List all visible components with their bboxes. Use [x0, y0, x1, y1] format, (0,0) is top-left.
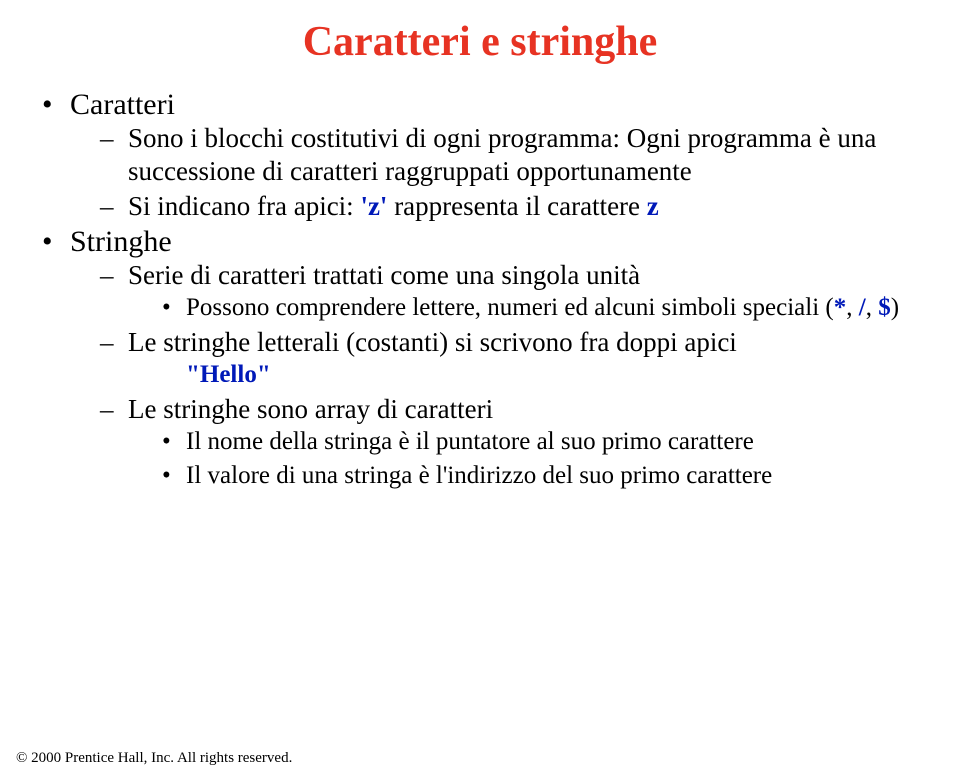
bullet-list: Caratteri Sono i blocchi costitutivi di …: [42, 88, 918, 492]
sub-item: Le stringhe sono array di caratteri Il n…: [100, 393, 918, 492]
code-literal: "Hello": [186, 361, 271, 388]
sub-sub-item: "Hello": [162, 359, 918, 391]
bullet-label: Caratteri: [70, 88, 175, 121]
sub-sub-item: Possono comprendere lettere, numeri ed a…: [162, 292, 918, 324]
code-literal: z: [647, 191, 659, 221]
code-literal: $: [878, 294, 891, 321]
bullet-stringhe: Stringhe Serie di caratteri trattati com…: [42, 225, 918, 492]
code-literal: 'z': [360, 191, 387, 221]
sub-item: Le stringhe letterali (costanti) si scri…: [100, 326, 918, 391]
sub-sub-item: Il nome della stringa è il puntatore al …: [162, 426, 918, 458]
slide: Caratteri e stringhe Caratteri Sono i bl…: [0, 0, 960, 781]
code-literal: /: [859, 294, 866, 321]
sub-sub-item: Il valore di una stringa è l'indirizzo d…: [162, 460, 918, 492]
copyright-notice: © 2000 Prentice Hall, Inc. All rights re…: [16, 750, 292, 767]
bullet-label: Stringhe: [70, 225, 172, 258]
sub-item: Sono i blocchi costitutivi di ogni progr…: [100, 122, 918, 188]
sub-item: Si indicano fra apici: 'z' rappresenta i…: [100, 190, 918, 223]
sub-item: Serie di caratteri trattati come una sin…: [100, 259, 918, 324]
code-literal: *: [834, 294, 847, 321]
bullet-caratteri: Caratteri Sono i blocchi costitutivi di …: [42, 88, 918, 223]
slide-title: Caratteri e stringhe: [42, 18, 918, 66]
